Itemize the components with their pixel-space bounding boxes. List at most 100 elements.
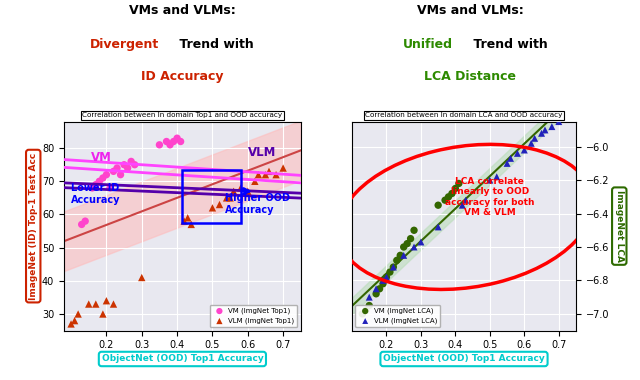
- VLM (ImgNet LCA): [461, 197, 471, 203]
- Text: VMs and VLMs:: VMs and VLMs:: [129, 4, 236, 17]
- VM (ImgNet LCA): [385, 269, 395, 275]
- VM (ImgNet LCA): [395, 252, 405, 258]
- VLM (ImgNet LCA): [529, 135, 540, 141]
- VM (ImgNet LCA): [447, 190, 457, 196]
- VM (ImgNet LCA): [454, 180, 464, 187]
- VLM (ImgNet Top1): [236, 185, 246, 191]
- VLM (ImgNet Top1): [84, 301, 94, 307]
- VM (ImgNet LCA): [392, 257, 402, 263]
- VLM (ImgNet LCA): [381, 274, 392, 280]
- VM (ImgNet Top1): [165, 142, 175, 148]
- Text: Unified: Unified: [403, 38, 452, 51]
- VLM (ImgNet LCA): [371, 286, 381, 292]
- VLM (ImgNet LCA): [536, 130, 547, 136]
- VLM (ImgNet LCA): [484, 177, 495, 183]
- VLM (ImgNet Top1): [278, 165, 288, 171]
- Legend: VM (ImgNet LCA), VLM (ImgNet LCA): VM (ImgNet LCA), VLM (ImgNet LCA): [355, 305, 440, 327]
- VLM (ImgNet Top1): [225, 195, 236, 201]
- X-axis label: ObjectNet (OOD) Top1 Accuracy: ObjectNet (OOD) Top1 Accuracy: [383, 355, 545, 364]
- Text: Lower ID
Accuracy: Lower ID Accuracy: [71, 183, 120, 205]
- VLM (ImgNet LCA): [388, 264, 399, 270]
- VM (ImgNet Top1): [161, 138, 172, 144]
- VLM (ImgNet LCA): [519, 147, 529, 153]
- Text: VMs and VLMs:: VMs and VLMs:: [417, 4, 524, 17]
- VM (ImgNet LCA): [440, 197, 450, 203]
- VLM (ImgNet Top1): [271, 172, 281, 178]
- VM (ImgNet LCA): [433, 202, 444, 208]
- VM (ImgNet Top1): [119, 162, 129, 168]
- VLM (ImgNet Top1): [108, 301, 118, 307]
- Text: Trend with: Trend with: [175, 38, 254, 51]
- Text: VLM: VLM: [248, 146, 276, 160]
- VM (ImgNet Top1): [77, 222, 87, 228]
- VLM (ImgNet Top1): [101, 298, 111, 304]
- VM (ImgNet Top1): [129, 162, 140, 168]
- VLM (ImgNet Top1): [243, 188, 253, 194]
- Text: LCA Distance: LCA Distance: [424, 70, 516, 83]
- VM (ImgNet Top1): [112, 165, 122, 171]
- VLM (ImgNet LCA): [506, 155, 516, 162]
- VLM (ImgNet Top1): [73, 311, 83, 317]
- VLM (ImgNet Top1): [264, 168, 274, 174]
- Text: VM: VM: [90, 151, 111, 165]
- Text: ID Accuracy: ID Accuracy: [141, 70, 223, 83]
- VM (ImgNet Top1): [168, 138, 179, 144]
- VM (ImgNet LCA): [399, 244, 409, 250]
- VLM (ImgNet LCA): [399, 252, 409, 258]
- Text: LCA correlate
linearly to OOD
accuracy for both
VM & VLM: LCA correlate linearly to OOD accuracy f…: [445, 177, 534, 217]
- VLM (ImgNet Top1): [91, 301, 101, 307]
- VM (ImgNet LCA): [444, 194, 454, 200]
- VLM (ImgNet LCA): [547, 124, 557, 130]
- VM (ImgNet LCA): [374, 286, 385, 292]
- VM (ImgNet Top1): [154, 142, 164, 148]
- VM (ImgNet LCA): [378, 281, 388, 287]
- VLM (ImgNet LCA): [512, 150, 522, 157]
- Y-axis label: ImageNet LCA: ImageNet LCA: [615, 190, 624, 262]
- VM (ImgNet Top1): [126, 158, 136, 165]
- Text: Trend with: Trend with: [469, 38, 548, 51]
- Text: Higher OOD
Accuracy: Higher OOD Accuracy: [225, 193, 290, 215]
- Y-axis label: ImageNet (ID) Top-1 Test Acc: ImageNet (ID) Top-1 Test Acc: [29, 152, 38, 300]
- VLM (ImgNet LCA): [540, 127, 550, 133]
- Text: Correlation between In domain LCA and OOD accuracy: Correlation between In domain LCA and OO…: [365, 112, 563, 119]
- VLM (ImgNet Top1): [179, 218, 189, 224]
- VM (ImgNet LCA): [371, 291, 381, 297]
- VM (ImgNet Top1): [115, 172, 125, 178]
- VLM (ImgNet LCA): [457, 202, 467, 208]
- VLM (ImgNet Top1): [260, 172, 271, 178]
- VLM (ImgNet Top1): [214, 201, 225, 207]
- VLM (ImgNet LCA): [378, 277, 388, 283]
- Text: Correlation between In domain Top1 and OOD accuracy: Correlation between In domain Top1 and O…: [83, 112, 282, 119]
- VM (ImgNet Top1): [105, 185, 115, 191]
- VM (ImgNet LCA): [364, 302, 374, 309]
- VM (ImgNet LCA): [388, 264, 399, 270]
- VLM (ImgNet Top1): [70, 318, 80, 324]
- VLM (ImgNet Top1): [98, 311, 108, 317]
- VLM (ImgNet LCA): [554, 119, 564, 125]
- VLM (ImgNet LCA): [409, 244, 419, 250]
- VM (ImgNet Top1): [101, 172, 111, 178]
- VM (ImgNet LCA): [406, 236, 416, 242]
- VLM (ImgNet Top1): [186, 222, 196, 228]
- VM (ImgNet Top1): [80, 218, 90, 224]
- VM (ImgNet LCA): [402, 241, 412, 247]
- VLM (ImgNet Top1): [228, 188, 239, 194]
- VLM (ImgNet Top1): [221, 195, 232, 201]
- VM (ImgNet Top1): [122, 165, 132, 171]
- VM (ImgNet Top1): [91, 182, 101, 188]
- VM (ImgNet LCA): [451, 185, 461, 192]
- VM (ImgNet LCA): [361, 307, 371, 314]
- VLM (ImgNet LCA): [526, 140, 536, 146]
- VM (ImgNet Top1): [175, 138, 186, 144]
- VM (ImgNet Top1): [108, 168, 118, 174]
- VM (ImgNet Top1): [94, 178, 104, 184]
- VLM (ImgNet Top1): [250, 178, 260, 184]
- VM (ImgNet Top1): [172, 135, 182, 141]
- VM (ImgNet LCA): [409, 227, 419, 233]
- VLM (ImgNet Top1): [207, 205, 218, 211]
- VM (ImgNet Top1): [87, 185, 97, 191]
- VLM (ImgNet LCA): [364, 294, 374, 300]
- VLM (ImgNet Top1): [253, 172, 264, 178]
- VLM (ImgNet Top1): [66, 321, 76, 327]
- VM (ImgNet LCA): [381, 274, 392, 280]
